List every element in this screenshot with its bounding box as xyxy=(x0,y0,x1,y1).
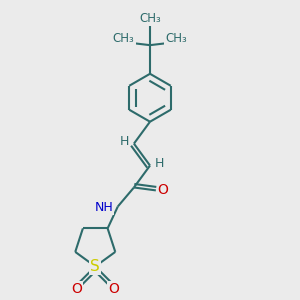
Text: O: O xyxy=(158,183,169,197)
Text: CH₃: CH₃ xyxy=(113,32,135,45)
Text: CH₃: CH₃ xyxy=(139,12,161,26)
Text: H: H xyxy=(120,135,129,148)
Text: H: H xyxy=(155,157,164,170)
Text: CH₃: CH₃ xyxy=(165,32,187,45)
Text: O: O xyxy=(108,282,119,296)
Text: S: S xyxy=(90,259,100,274)
Text: O: O xyxy=(71,282,82,296)
Text: NH: NH xyxy=(95,201,113,214)
